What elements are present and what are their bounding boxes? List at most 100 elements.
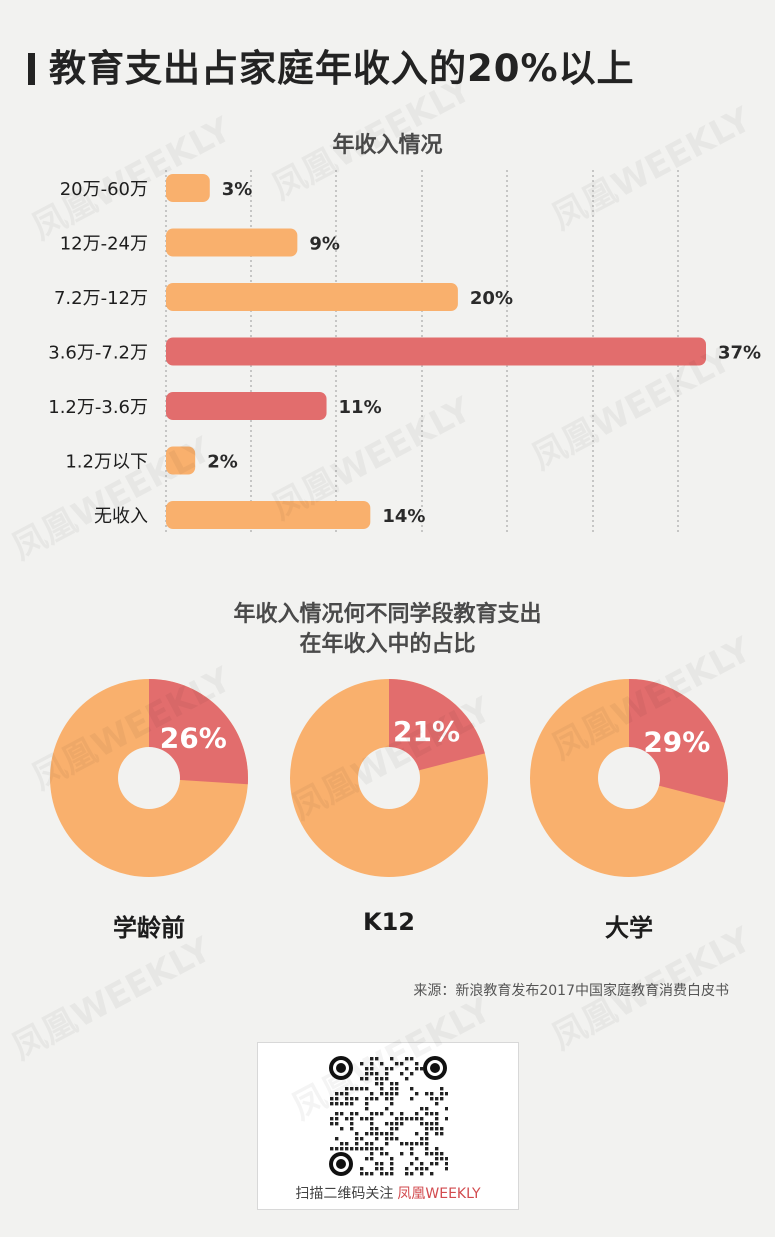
qr-module <box>375 1137 379 1141</box>
qr-module <box>355 1137 359 1141</box>
qr-module <box>375 1082 379 1086</box>
bar-value-label: 3% <box>222 179 253 200</box>
qr-module <box>340 1112 344 1116</box>
qr-module <box>375 1077 379 1081</box>
qr-module <box>410 1097 414 1101</box>
qr-module <box>420 1142 424 1146</box>
bar-category-label: 3.6万-7.2万 <box>48 343 148 364</box>
qr-module <box>405 1117 409 1121</box>
source-note: 来源：新浪教育发布2017中国家庭教育消费白皮书 <box>413 983 729 999</box>
qr-module <box>390 1137 394 1141</box>
qr-module <box>380 1162 384 1166</box>
qr-module <box>420 1067 424 1071</box>
qr-module <box>410 1152 414 1156</box>
qr-module <box>330 1147 334 1151</box>
qr-module <box>345 1102 349 1106</box>
donut-value-label: 26% <box>160 721 227 754</box>
qr-module <box>370 1092 374 1096</box>
qr-module <box>400 1152 404 1156</box>
bar <box>166 392 327 420</box>
qr-module <box>445 1117 448 1121</box>
donut-hole <box>598 747 660 809</box>
qr-module <box>390 1157 394 1161</box>
donut-title-line-1: 年收入情况何不同学段教育支出 <box>233 602 542 627</box>
qr-module <box>370 1057 374 1061</box>
qr-module <box>360 1062 364 1066</box>
qr-module <box>380 1152 384 1156</box>
qr-module <box>425 1092 429 1096</box>
qr-module <box>390 1127 394 1131</box>
qr-module <box>435 1152 439 1156</box>
qr-brand: 凤凰WEEKLY <box>397 1186 481 1202</box>
qr-module <box>335 1117 339 1121</box>
qr-module <box>340 1092 344 1096</box>
qr-code-icon[interactable] <box>328 1055 448 1177</box>
qr-module <box>335 1112 339 1116</box>
qr-module <box>420 1172 424 1176</box>
qr-module <box>370 1062 374 1066</box>
qr-module <box>360 1172 364 1176</box>
qr-module <box>380 1147 384 1151</box>
bar-category-label: 无收入 <box>94 506 148 527</box>
bar-category-label: 7.2万-12万 <box>54 288 148 309</box>
bar <box>166 228 298 257</box>
qr-module <box>360 1147 364 1151</box>
qr-module <box>395 1117 399 1121</box>
qr-module <box>380 1087 384 1091</box>
qr-module <box>365 1117 369 1121</box>
qr-module <box>375 1132 379 1136</box>
headline-accent-bar <box>28 53 35 85</box>
qr-module <box>335 1147 339 1151</box>
qr-module <box>370 1142 374 1146</box>
qr-module <box>425 1122 429 1126</box>
qr-module <box>380 1092 384 1096</box>
qr-module <box>365 1102 369 1106</box>
donut-value-label: 29% <box>643 725 710 758</box>
qr-module <box>430 1097 434 1101</box>
qr-module <box>355 1142 359 1146</box>
qr-module <box>380 1132 384 1136</box>
qr-module <box>370 1112 374 1116</box>
qr-module <box>365 1157 369 1161</box>
qr-module <box>365 1097 369 1101</box>
qr-module <box>370 1172 374 1176</box>
qr-module <box>385 1172 389 1176</box>
qr-module <box>345 1147 349 1151</box>
qr-module <box>340 1142 344 1146</box>
qr-module <box>330 1102 334 1106</box>
qr-module <box>355 1147 359 1151</box>
qr-module <box>435 1122 439 1126</box>
qr-module <box>435 1117 439 1121</box>
qr-module <box>365 1147 369 1151</box>
qr-module <box>385 1122 389 1126</box>
qr-module <box>420 1167 424 1171</box>
qr-caption: 扫描二维码关注 凤凰WEEKLY <box>258 1183 518 1203</box>
qr-module <box>385 1077 389 1081</box>
qr-module <box>370 1072 374 1076</box>
qr-module <box>365 1107 369 1111</box>
qr-module <box>445 1162 448 1166</box>
qr-module <box>390 1057 394 1061</box>
qr-module <box>335 1122 339 1126</box>
bar-value-label: 14% <box>382 506 425 527</box>
qr-module <box>430 1127 434 1131</box>
qr-module <box>425 1167 429 1171</box>
qr-module <box>435 1147 439 1151</box>
bar-category-label: 1.2万以下 <box>65 452 148 473</box>
qr-module <box>360 1167 364 1171</box>
bar <box>166 174 210 202</box>
bar <box>166 337 706 366</box>
qr-module <box>435 1112 439 1116</box>
qr-module <box>330 1122 334 1126</box>
qr-module <box>425 1142 429 1146</box>
qr-module <box>385 1067 389 1071</box>
qr-module <box>375 1072 379 1076</box>
qr-module <box>350 1097 354 1101</box>
qr-module <box>400 1112 404 1116</box>
qr-module <box>365 1067 369 1071</box>
qr-module <box>395 1062 399 1066</box>
qr-module <box>435 1132 439 1136</box>
qr-module <box>375 1112 379 1116</box>
qr-module <box>390 1092 394 1096</box>
qr-module <box>410 1057 414 1061</box>
